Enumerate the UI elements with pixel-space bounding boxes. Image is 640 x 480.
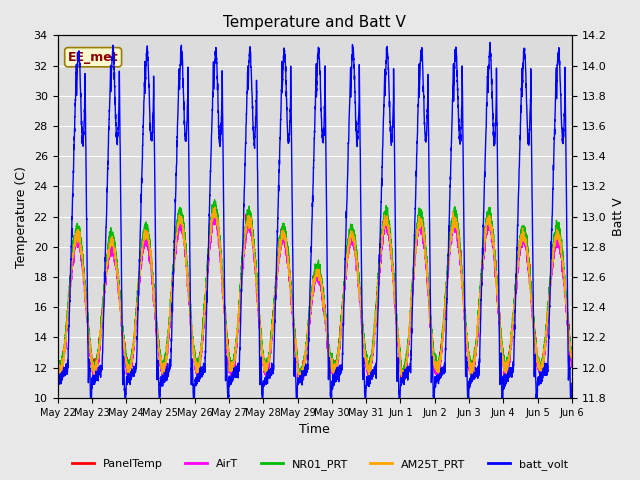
Y-axis label: Batt V: Batt V (612, 197, 625, 236)
Title: Temperature and Batt V: Temperature and Batt V (223, 15, 406, 30)
Y-axis label: Temperature (C): Temperature (C) (15, 166, 28, 267)
X-axis label: Time: Time (300, 423, 330, 436)
Text: EE_met: EE_met (68, 51, 118, 64)
Legend: PanelTemp, AirT, NR01_PRT, AM25T_PRT, batt_volt: PanelTemp, AirT, NR01_PRT, AM25T_PRT, ba… (68, 455, 572, 474)
